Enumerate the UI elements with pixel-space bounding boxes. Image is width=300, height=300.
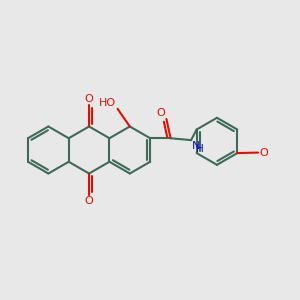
Text: O: O — [85, 196, 94, 206]
Text: N: N — [192, 141, 200, 151]
Text: H: H — [196, 144, 204, 154]
Text: O: O — [85, 94, 94, 104]
Text: O: O — [259, 148, 268, 158]
Text: HO: HO — [99, 98, 116, 108]
Text: O: O — [156, 108, 165, 118]
